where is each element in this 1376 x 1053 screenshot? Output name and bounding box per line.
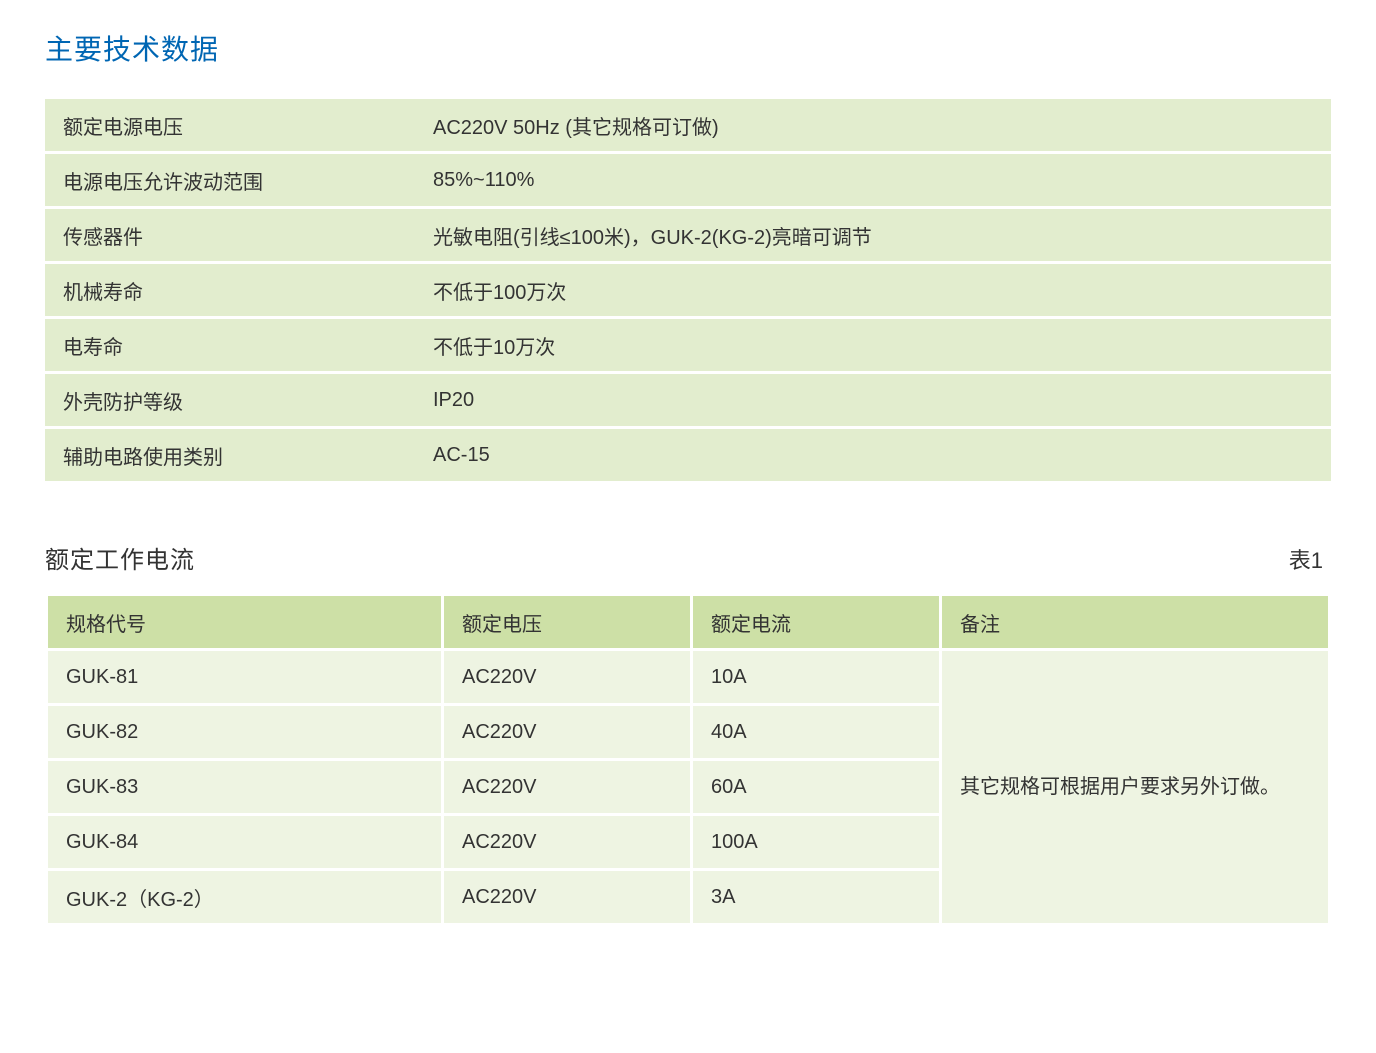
table-row: 额定电源电压 AC220V 50Hz (其它规格可订做) bbox=[45, 99, 1331, 151]
spec-label: 额定电源电压 bbox=[45, 99, 415, 151]
spec-value: 光敏电阻(引线≤100米)，GUK-2(KG-2)亮暗可调节 bbox=[415, 209, 1331, 261]
table-row: 电寿命 不低于10万次 bbox=[45, 319, 1331, 371]
header-current: 额定电流 bbox=[693, 596, 939, 648]
table-row: 外壳防护等级 IP20 bbox=[45, 374, 1331, 426]
sub-header-row: 额定工作电流 表1 bbox=[45, 540, 1331, 575]
cell-current: 3A bbox=[693, 871, 939, 923]
cell-model: GUK-84 bbox=[48, 816, 441, 868]
spec-value: IP20 bbox=[415, 374, 1331, 426]
table-row: GUK-81 AC220V 10A 其它规格可根据用户要求另外订做。 bbox=[48, 651, 1328, 703]
table-row: 传感器件 光敏电阻(引线≤100米)，GUK-2(KG-2)亮暗可调节 bbox=[45, 209, 1331, 261]
spec-label: 电寿命 bbox=[45, 319, 415, 371]
spec-value: 不低于10万次 bbox=[415, 319, 1331, 371]
spec-label: 机械寿命 bbox=[45, 264, 415, 316]
spec-value: 85%~110% bbox=[415, 154, 1331, 206]
page-title: 主要技术数据 bbox=[45, 28, 1331, 68]
cell-note: 其它规格可根据用户要求另外订做。 bbox=[942, 651, 1328, 923]
cell-current: 40A bbox=[693, 706, 939, 758]
current-table: 规格代号 额定电压 额定电流 备注 GUK-81 AC220V 10A 其它规格… bbox=[45, 593, 1331, 926]
cell-voltage: AC220V bbox=[444, 651, 690, 703]
spec-value: AC-15 bbox=[415, 429, 1331, 481]
table-number-label: 表1 bbox=[1289, 543, 1331, 575]
spec-value: 不低于100万次 bbox=[415, 264, 1331, 316]
spec-value: AC220V 50Hz (其它规格可订做) bbox=[415, 99, 1331, 151]
cell-current: 10A bbox=[693, 651, 939, 703]
spec-label: 电源电压允许波动范围 bbox=[45, 154, 415, 206]
spec-label: 辅助电路使用类别 bbox=[45, 429, 415, 481]
cell-voltage: AC220V bbox=[444, 816, 690, 868]
current-section: 额定工作电流 表1 规格代号 额定电压 额定电流 备注 GUK-81 AC220… bbox=[45, 540, 1331, 926]
cell-voltage: AC220V bbox=[444, 706, 690, 758]
cell-model: GUK-2（KG-2） bbox=[48, 871, 441, 923]
cell-model: GUK-81 bbox=[48, 651, 441, 703]
header-note: 备注 bbox=[942, 596, 1328, 648]
cell-voltage: AC220V bbox=[444, 761, 690, 813]
table-row: 电源电压允许波动范围 85%~110% bbox=[45, 154, 1331, 206]
spec-label: 传感器件 bbox=[45, 209, 415, 261]
header-model: 规格代号 bbox=[48, 596, 441, 648]
spec-table: 额定电源电压 AC220V 50Hz (其它规格可订做) 电源电压允许波动范围 … bbox=[45, 96, 1331, 484]
spec-label: 外壳防护等级 bbox=[45, 374, 415, 426]
sub-title: 额定工作电流 bbox=[45, 540, 195, 575]
table-header-row: 规格代号 额定电压 额定电流 备注 bbox=[48, 596, 1328, 648]
cell-model: GUK-82 bbox=[48, 706, 441, 758]
table-row: 机械寿命 不低于100万次 bbox=[45, 264, 1331, 316]
cell-voltage: AC220V bbox=[444, 871, 690, 923]
cell-current: 60A bbox=[693, 761, 939, 813]
cell-current: 100A bbox=[693, 816, 939, 868]
header-voltage: 额定电压 bbox=[444, 596, 690, 648]
cell-model: GUK-83 bbox=[48, 761, 441, 813]
table-row: 辅助电路使用类别 AC-15 bbox=[45, 429, 1331, 481]
